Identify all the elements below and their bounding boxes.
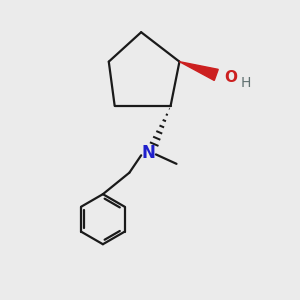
Text: N: N xyxy=(142,144,155,162)
Text: H: H xyxy=(241,76,251,90)
Text: O: O xyxy=(224,70,237,85)
Polygon shape xyxy=(179,62,218,80)
